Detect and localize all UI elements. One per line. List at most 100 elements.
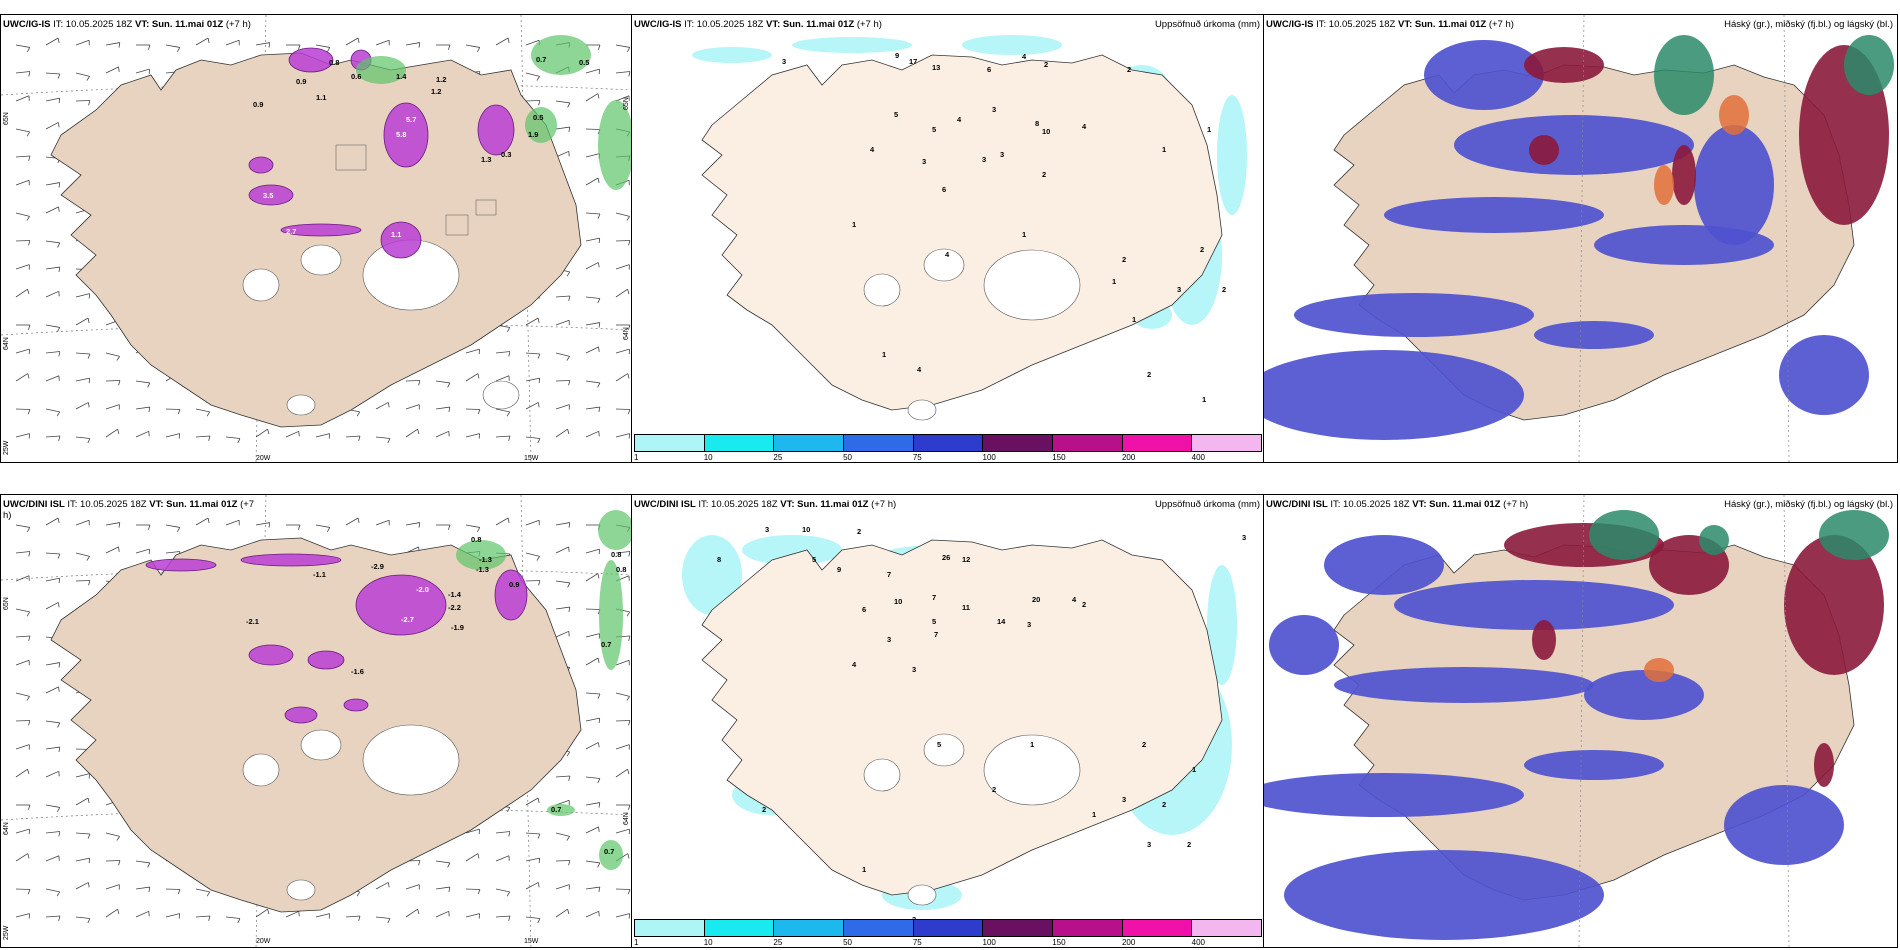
legend-tick: 400 (1191, 938, 1206, 947)
wind-barb-feather (597, 213, 601, 219)
precip-value: 1 (862, 865, 867, 874)
wind-barb (15, 348, 30, 354)
legend-swatch (844, 920, 914, 936)
wind-barb-feather (387, 882, 390, 888)
precip-value: 3 (1242, 533, 1247, 542)
uplift-areas (145, 553, 528, 724)
panel-header: UWC/DINI ISL IT: 10.05.2025 18Z VT: Sun.… (634, 499, 897, 510)
value-label: 0.8 (616, 565, 627, 574)
lon-label: 20W (256, 455, 271, 462)
wind-barb-feather (58, 746, 61, 753)
iceland-landmass (50, 52, 582, 428)
wind-barb (585, 262, 599, 270)
precip-value: 2 (1162, 800, 1167, 809)
value-label: -1.1 (313, 570, 326, 579)
value-label: 0.5 (533, 113, 544, 122)
wind-barb (345, 517, 359, 526)
precip-value: 4 (852, 660, 857, 669)
value-label: -2.1 (246, 617, 259, 626)
legend-swatch (1192, 920, 1262, 936)
wind-barb-feather (27, 47, 31, 53)
wind-barb-feather (597, 693, 601, 699)
wind-barb (375, 882, 389, 890)
legend-tick: 1 (634, 938, 639, 947)
wind-barb (75, 352, 90, 355)
precip-value: 2 (1042, 170, 1047, 179)
wind-barb-feather (268, 522, 271, 528)
legend-colorbar (634, 919, 1262, 937)
wind-barb (525, 39, 540, 46)
wind-barb (135, 548, 150, 554)
value-label: 2.7 (286, 227, 297, 236)
wind-barb (105, 352, 120, 357)
wind-barb (15, 913, 30, 918)
map-canvas (682, 535, 1237, 910)
precip-value: 2 (857, 527, 862, 536)
precip-value: 4 (1022, 52, 1027, 61)
wind-barb (585, 212, 600, 215)
wind-barb (45, 72, 60, 75)
wind-barb-feather (597, 862, 601, 868)
wind-barb-feather (477, 373, 480, 379)
wind-barb (585, 380, 600, 384)
value-label: 1.9 (528, 130, 539, 139)
wind-barb (15, 692, 30, 697)
wind-barb-feather (567, 429, 570, 435)
wind-barb (585, 776, 600, 779)
wind-barb-feather (628, 551, 631, 557)
wind-barb-feather (538, 858, 541, 864)
wind-barb (45, 686, 59, 694)
wind-barb (45, 351, 60, 354)
legend-tick: 75 (912, 938, 922, 947)
precip-value: 2 (1082, 600, 1087, 609)
precip-value: 10 (1042, 127, 1051, 136)
precip-value: 4 (1072, 595, 1077, 604)
wind-barb (495, 435, 510, 438)
precip-value: 4 (870, 145, 875, 154)
wind-barb-feather (536, 76, 540, 81)
iceland-landmass (50, 537, 582, 913)
wind-barb (165, 913, 180, 918)
wind-barb (435, 910, 449, 918)
wind-barb (45, 720, 60, 724)
value-label: 0.7 (601, 640, 612, 649)
wind-barb (45, 517, 59, 526)
legend-swatch (635, 920, 705, 936)
wind-barb-feather (628, 324, 631, 330)
legend-swatch (774, 435, 845, 451)
wind-barb (495, 831, 510, 834)
precip-value: 6 (987, 65, 992, 74)
legend-tick: 400 (1191, 453, 1206, 462)
wind-barb-feather (57, 517, 60, 523)
wind-barb-feather (356, 891, 361, 897)
wind-barb-feather (26, 611, 31, 617)
wind-barb (255, 908, 268, 918)
wind-barb (15, 44, 30, 48)
wind-barb (555, 832, 570, 837)
wind-barb (15, 212, 30, 217)
wind-barb-feather (27, 527, 31, 533)
wind-barb-feather (417, 429, 420, 435)
wind-barb (615, 288, 628, 298)
glaciers (863, 733, 1081, 906)
wind-barb-feather (28, 240, 31, 246)
wind-barb-feather (508, 915, 511, 921)
wind-barb (525, 552, 540, 557)
wind-barb-feather (597, 177, 600, 183)
value-label: -1.3 (479, 555, 492, 564)
wind-barb-feather (57, 327, 61, 333)
wind-barb-feather (237, 438, 241, 444)
wind-barb-feather (628, 720, 631, 726)
wind-barb (585, 742, 599, 750)
precip-value: 3 (887, 635, 892, 644)
wind-barb (15, 288, 28, 298)
wind-barb (435, 430, 449, 438)
wind-barb (15, 853, 29, 862)
wind-barb (105, 522, 120, 526)
wind-barb (15, 95, 30, 102)
wind-barb (465, 433, 480, 438)
panel-title: Háský (gr.), miðský (fj.bl.) og lágský (… (1724, 19, 1893, 30)
wind-barb-feather (57, 73, 61, 79)
wind-barb-feather (568, 295, 571, 301)
wind-barb (615, 551, 630, 554)
